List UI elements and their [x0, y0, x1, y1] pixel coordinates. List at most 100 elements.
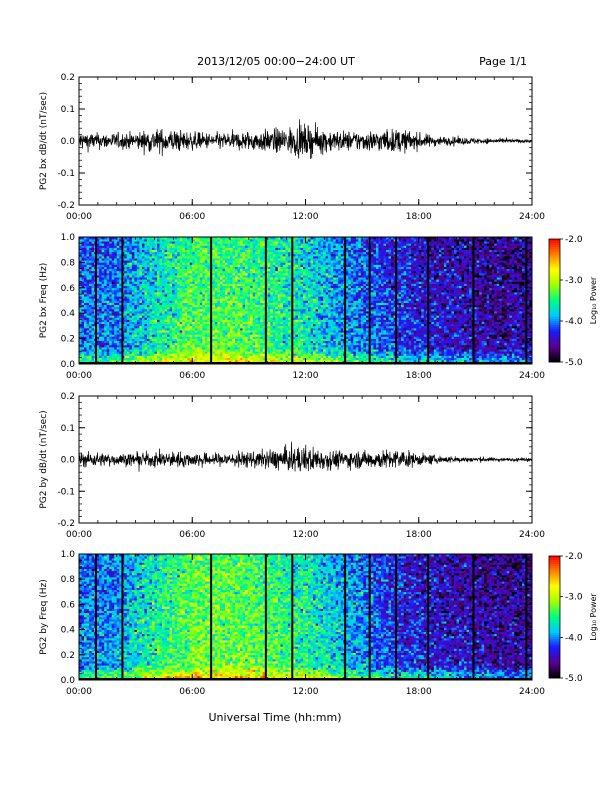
- spectrogram-cell: [157, 277, 160, 280]
- spectrogram-cell: [174, 313, 178, 316]
- spectrogram-cell: [227, 260, 231, 263]
- spectrogram-cell: [106, 330, 110, 333]
- spectrogram-cell: [222, 270, 226, 274]
- spectrogram-cell: [91, 289, 95, 293]
- spectrogram-cell: [212, 351, 216, 354]
- spectrogram-cell: [144, 245, 148, 248]
- spectrogram-cell: [99, 258, 102, 261]
- spectrogram-cell: [267, 357, 271, 361]
- spectrogram-cell: [179, 270, 183, 274]
- spectrogram-cell: [167, 287, 170, 291]
- spectrogram-cell: [202, 294, 206, 297]
- spectrogram-cell: [184, 258, 188, 261]
- spectrogram-cell: [79, 272, 82, 276]
- spectrogram-cell: [222, 296, 226, 299]
- spectrogram-cell: [157, 279, 160, 282]
- spectrogram-cell: [119, 330, 123, 333]
- spectrogram-cell: [144, 332, 148, 335]
- spectrogram-cell: [111, 342, 115, 346]
- spectrogram-cell: [222, 306, 226, 310]
- spectrogram-cell: [86, 317, 90, 320]
- spectrogram-cell: [262, 319, 266, 322]
- spectrogram-cell: [250, 268, 253, 272]
- spectrogram-cell: [255, 268, 258, 272]
- spectrogram-cell: [204, 328, 208, 331]
- spectrogram-cell: [101, 325, 105, 329]
- spectrogram-cell: [134, 258, 138, 261]
- spectrogram-cell: [84, 294, 87, 297]
- spectrogram-cell: [262, 325, 266, 329]
- spectrogram-cell: [79, 287, 82, 291]
- spectrogram-cell: [262, 275, 266, 278]
- spectrogram-cell: [237, 330, 241, 333]
- spectrogram-cell: [227, 302, 231, 306]
- spectrogram-cell: [159, 277, 163, 280]
- spectrogram-cell: [230, 347, 233, 350]
- spectrogram-cell: [159, 285, 163, 289]
- spectrogram-cell: [89, 245, 92, 248]
- spectrogram-cell: [237, 332, 241, 335]
- spectrogram-cell: [237, 351, 241, 354]
- spectrogram-cell: [219, 342, 223, 346]
- spectrogram-cell: [167, 325, 170, 329]
- spectrogram-cell: [192, 359, 196, 363]
- spectrogram-cell: [275, 285, 279, 289]
- spectrogram-cell: [219, 347, 223, 350]
- spectrogram-cell: [124, 338, 128, 342]
- spectrogram-cell: [217, 268, 221, 272]
- spectrogram-cell: [162, 298, 165, 301]
- spectrogram-cell: [91, 292, 95, 295]
- spectrogram-cell: [232, 302, 236, 306]
- spectrogram-cell: [182, 340, 185, 344]
- spectrogram-cell: [240, 298, 243, 301]
- spectrogram-cell: [89, 287, 92, 291]
- spectrogram-cell: [247, 317, 251, 320]
- spectrogram-cell: [252, 302, 256, 306]
- spectrogram-cell: [267, 260, 271, 263]
- spectrogram-cell: [109, 237, 113, 240]
- spectrogram-cell: [149, 283, 153, 286]
- spectrogram-cell: [151, 347, 155, 350]
- y-tick-label: -0.2: [57, 201, 75, 211]
- spectrogram-cell: [149, 249, 153, 253]
- spectrogram-cell: [187, 270, 191, 274]
- spectrogram-cell: [214, 338, 218, 342]
- spectrogram-cell: [189, 328, 193, 331]
- spectrogram-cell: [182, 300, 185, 303]
- spectrogram-cell: [219, 304, 223, 308]
- spectrogram-cell: [227, 325, 231, 329]
- spectrogram-cell: [245, 311, 248, 314]
- spectrogram-cell: [257, 340, 261, 344]
- spectrogram-cell: [247, 306, 251, 310]
- spectrogram-cell: [141, 275, 145, 278]
- spectrogram-cell: [192, 357, 196, 361]
- spectrogram-cell: [96, 359, 100, 363]
- spectrogram-cell: [199, 262, 203, 265]
- spectrogram-cell: [136, 311, 140, 314]
- spectrogram-cell: [222, 315, 226, 318]
- spectrogram-cell: [260, 270, 264, 274]
- spectrogram-cell: [174, 334, 178, 337]
- spectrogram-cell: [134, 308, 138, 312]
- spectrogram-cell: [177, 283, 180, 286]
- spectrogram-cell: [252, 283, 256, 286]
- spectrogram-cell: [136, 251, 140, 255]
- spectrogram-cell: [257, 241, 261, 244]
- spectrogram-cell: [174, 264, 178, 267]
- spectrogram-cell: [242, 253, 246, 257]
- spectrogram-cell: [182, 304, 185, 308]
- spectrogram-cell: [270, 313, 274, 316]
- spectrogram-cell: [219, 292, 223, 295]
- spectrogram-cell: [275, 272, 279, 276]
- spectrogram-cell: [129, 349, 133, 352]
- spectrogram-cell: [270, 304, 274, 308]
- spectrogram-cell: [84, 338, 87, 342]
- spectrogram-cell: [199, 302, 203, 306]
- spectrogram-cell: [86, 338, 90, 342]
- spectrogram-cell: [245, 344, 248, 348]
- spectrogram-cell: [207, 338, 211, 342]
- spectrogram-cell: [124, 262, 128, 265]
- spectrogram-cell: [250, 311, 253, 314]
- spectrogram-cell: [280, 237, 284, 240]
- spectrogram-cell: [144, 317, 148, 320]
